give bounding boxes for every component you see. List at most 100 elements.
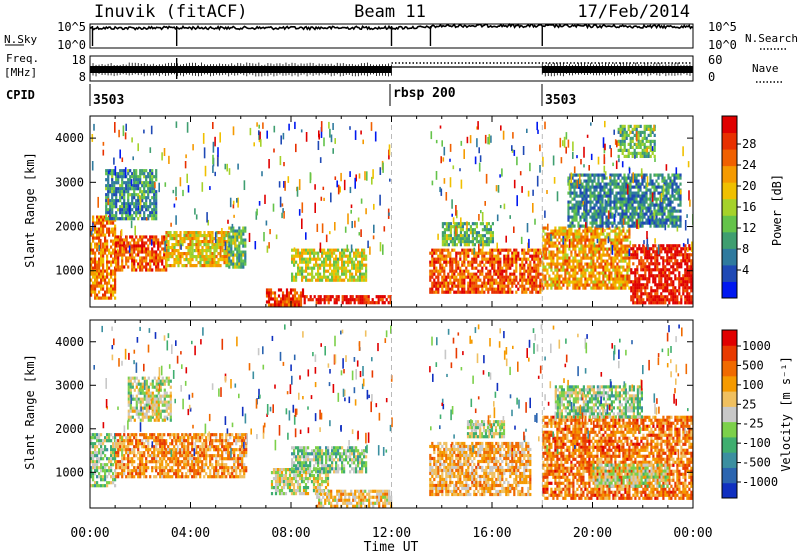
power-cell — [669, 215, 672, 219]
power-cell — [509, 257, 512, 261]
power-cell — [115, 178, 118, 182]
power-cell — [656, 292, 659, 296]
power-cell — [439, 266, 442, 270]
power-cell — [333, 263, 336, 267]
power-cell — [678, 280, 681, 284]
power-cell — [662, 298, 665, 302]
power-cell — [311, 278, 314, 282]
power-cell — [679, 218, 682, 222]
power-cell — [125, 250, 128, 254]
power-cell — [678, 301, 681, 305]
power-cell — [626, 244, 629, 248]
power-cell — [639, 182, 642, 186]
power-cell — [361, 298, 364, 302]
power-cell — [546, 268, 549, 272]
power-cell — [598, 232, 601, 236]
power-cell — [293, 288, 297, 292]
power-cell — [363, 257, 366, 261]
power-cell — [331, 295, 334, 299]
power-cell — [475, 240, 478, 244]
power-cell — [620, 277, 623, 281]
power-scatter — [300, 129, 303, 133]
power-cell — [542, 238, 545, 242]
power-cell — [323, 298, 326, 302]
power-cell — [331, 263, 334, 267]
power-cell — [654, 295, 657, 299]
power-cell — [611, 182, 614, 186]
power-cell — [648, 265, 651, 269]
power-cell — [175, 255, 178, 259]
power-cell — [585, 179, 588, 183]
power-cell — [587, 188, 590, 192]
power-cell — [535, 263, 538, 267]
power-cell — [175, 231, 178, 235]
power-cell — [389, 298, 392, 302]
power-cell — [562, 256, 565, 260]
power-cell — [572, 268, 575, 272]
power-cell — [573, 209, 576, 213]
power-cell — [455, 237, 458, 241]
power-cell — [467, 287, 470, 291]
power-cell — [556, 244, 559, 248]
power-cell — [591, 200, 594, 204]
power-cell — [653, 188, 656, 192]
power-cell — [331, 278, 334, 282]
power-cell — [108, 251, 111, 255]
power-scatter — [646, 237, 649, 247]
power-cell — [558, 250, 561, 254]
power-cell — [616, 265, 619, 269]
power-cell — [672, 301, 675, 305]
power-cell — [345, 269, 348, 273]
power-cell — [317, 298, 320, 302]
power-cell — [644, 292, 647, 296]
power-cell — [639, 218, 642, 222]
power-cell — [242, 232, 245, 236]
power-scatter — [319, 157, 322, 163]
power-cell — [321, 275, 324, 279]
power-cell — [159, 253, 162, 257]
power-cell — [465, 231, 468, 235]
power-cell — [343, 278, 346, 282]
power-cell — [590, 238, 593, 242]
power-cell — [477, 287, 480, 291]
power-cell — [627, 221, 630, 225]
power-cell — [686, 301, 689, 305]
power-cell — [115, 217, 118, 221]
power-cell — [641, 130, 644, 134]
power-cell — [123, 253, 126, 257]
power-cell — [451, 248, 454, 252]
power-scatter — [332, 148, 334, 154]
power-cell — [287, 297, 291, 301]
power-cell — [647, 124, 650, 128]
power-scatter — [214, 136, 216, 147]
power-cell — [669, 179, 672, 183]
power-cell — [469, 228, 472, 232]
power-cell — [205, 255, 208, 259]
power-cell — [667, 212, 670, 216]
power-cell — [588, 250, 591, 254]
power-cell — [175, 237, 178, 241]
power-cell — [573, 206, 576, 210]
power-cell — [104, 233, 107, 237]
power-cell — [173, 261, 176, 265]
power-cell — [548, 274, 551, 278]
power-cell — [620, 229, 623, 233]
power-cell — [351, 266, 354, 270]
power-cell — [617, 148, 620, 152]
power-cell — [487, 240, 490, 244]
power-cell — [295, 254, 298, 258]
power-cell — [650, 298, 653, 302]
power-scatter — [481, 212, 484, 222]
power-cell — [660, 244, 663, 248]
power-cell — [513, 260, 516, 264]
power-cell — [465, 269, 468, 273]
power-cell — [185, 234, 188, 238]
power-cell — [575, 200, 578, 204]
power-cell — [149, 241, 152, 245]
power-cell — [610, 238, 613, 242]
power-cell — [445, 257, 448, 261]
power-cell — [359, 278, 362, 282]
power-cell — [610, 256, 613, 260]
power-cell — [195, 258, 198, 262]
power-cell — [147, 247, 150, 251]
